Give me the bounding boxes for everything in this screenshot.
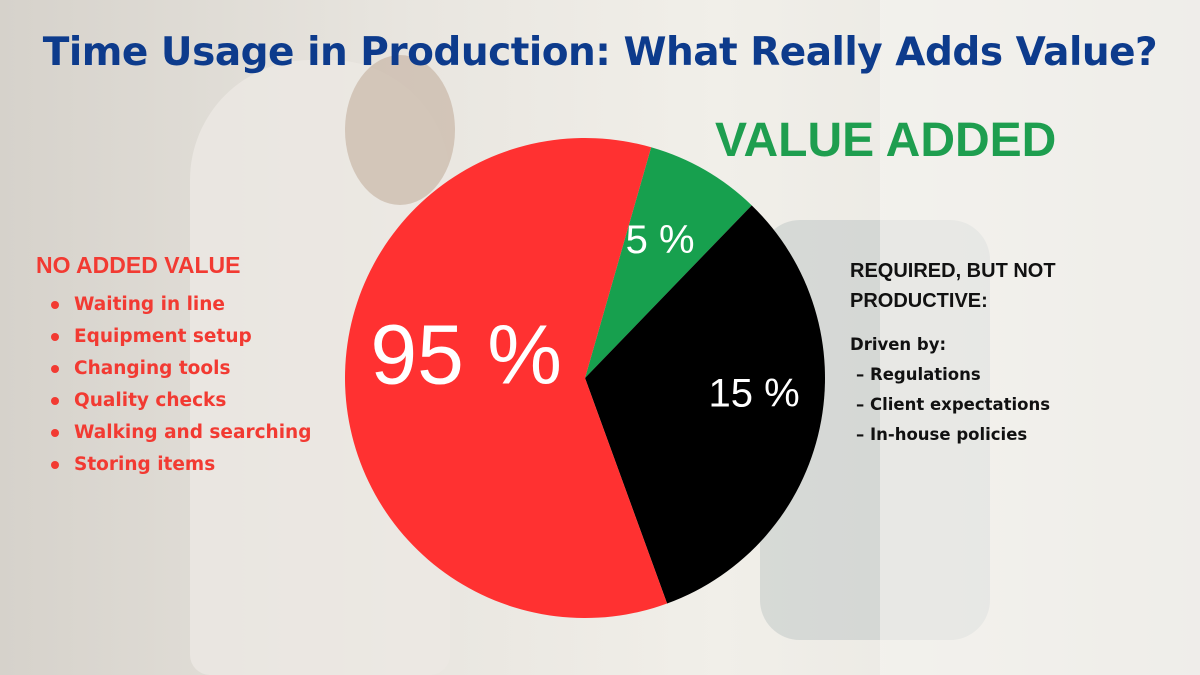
slice-label: 15 % <box>708 371 799 415</box>
worker-head <box>345 55 455 205</box>
driven-by-label: Driven by: <box>850 335 947 354</box>
window-light <box>880 0 1200 675</box>
list-item: – Regulations <box>856 365 981 384</box>
value-added-label: VALUE ADDED <box>715 114 1057 167</box>
list-item: – In-house policies <box>856 425 1028 444</box>
required-panel: REQUIRED, BUT NOT PRODUCTIVE: Driven by:… <box>850 256 1190 450</box>
list-item-label: Changing tools <box>74 358 231 379</box>
bullet-icon <box>51 397 59 405</box>
pie-slice <box>585 205 826 604</box>
bullet-icon <box>51 429 59 437</box>
bullet-icon <box>51 461 59 469</box>
bullet-icon <box>51 365 59 373</box>
no-added-value-panel: NO ADDED VALUE Waiting in line Equipment… <box>36 252 356 481</box>
list-item: Changing tools <box>36 353 356 385</box>
pie-slice <box>345 138 668 618</box>
required-heading: REQUIRED, BUT NOT PRODUCTIVE: <box>850 260 1056 312</box>
slice-label: 5 % <box>626 218 695 262</box>
bullet-icon <box>51 333 59 341</box>
page-title: Time Usage in Production: What Really Ad… <box>42 30 1158 75</box>
driven-by-list: – Regulations – Client expectations – In… <box>850 360 1190 450</box>
list-item-label: Storing items <box>74 454 216 475</box>
slice-label: 95 % <box>370 307 561 401</box>
list-item: Walking and searching <box>36 417 356 449</box>
list-item: Waiting in line <box>36 289 356 321</box>
bullet-icon <box>51 301 59 309</box>
list-item-label: Quality checks <box>74 390 227 411</box>
list-item-label: Walking and searching <box>74 422 312 443</box>
list-item: Storing items <box>36 449 356 481</box>
no-added-value-heading: NO ADDED VALUE <box>36 252 241 278</box>
list-item-label: Waiting in line <box>74 294 225 315</box>
pie-slice <box>585 147 752 378</box>
list-item-label: Equipment setup <box>74 326 252 347</box>
list-item: Quality checks <box>36 385 356 417</box>
list-item: – Client expectations <box>856 395 1051 414</box>
no-added-value-list: Waiting in line Equipment setup Changing… <box>36 289 356 481</box>
list-item: Equipment setup <box>36 321 356 353</box>
